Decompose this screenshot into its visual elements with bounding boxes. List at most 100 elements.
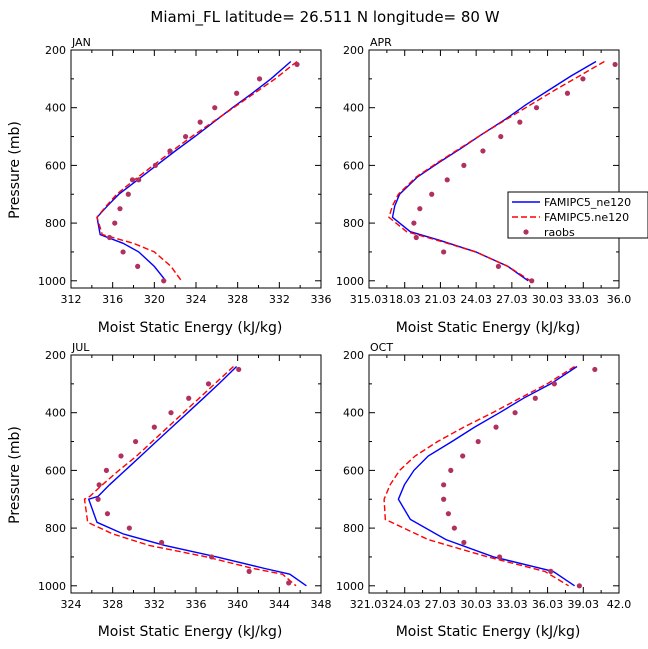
xtick-label: 36.0 xyxy=(607,293,632,306)
xtick-label: 320 xyxy=(144,293,165,306)
xtick-label: 27.03 xyxy=(496,293,528,306)
raobs-point xyxy=(96,482,102,488)
raobs-point xyxy=(161,278,167,284)
raobs-point xyxy=(159,539,165,546)
raobs-point xyxy=(445,511,452,517)
ytick-label: 800 xyxy=(343,217,364,230)
ytick-label: 1000 xyxy=(38,275,66,288)
xtick-label: 332 xyxy=(144,598,165,611)
raobs-point xyxy=(529,278,535,284)
raobs-point xyxy=(493,424,499,430)
raobs-point xyxy=(197,119,203,125)
raobs-point xyxy=(451,525,457,531)
xtick-label: 18.03 xyxy=(389,293,421,306)
raobs-point xyxy=(564,90,571,96)
raobs-point xyxy=(112,220,118,226)
raobs-point xyxy=(413,234,419,241)
raobs-point xyxy=(126,525,132,531)
raobs-point xyxy=(168,410,174,416)
legend-box xyxy=(507,191,648,239)
raobs-point xyxy=(117,206,123,212)
series-line-dashed xyxy=(383,365,575,587)
series-line-dashed xyxy=(96,60,298,282)
raobs-point xyxy=(234,90,240,96)
xtick-label: 27.03 xyxy=(425,598,457,611)
xtick-label: 328 xyxy=(227,293,248,306)
ytick-label: 200 xyxy=(343,44,364,57)
raobs-point xyxy=(548,568,554,574)
series-line-solid xyxy=(96,60,292,282)
xtick-label: 332 xyxy=(269,293,290,306)
raobs-point xyxy=(246,568,252,574)
raobs-point xyxy=(256,76,263,82)
raobs-point xyxy=(580,76,586,82)
raobs-point xyxy=(461,162,467,168)
series-line-solid xyxy=(87,365,307,587)
series-line-solid xyxy=(397,365,578,587)
xtick-label: 24.03 xyxy=(389,598,421,611)
legend-label: raobs xyxy=(544,226,575,239)
raobs-point xyxy=(286,580,292,586)
raobs-point xyxy=(118,453,124,459)
raobs-point xyxy=(106,234,113,241)
panel-jul: JUL 200 400 600 800 1000 324 328 332 336 340 344 348 xyxy=(38,341,332,611)
raobs-point xyxy=(612,61,618,68)
raobs-point xyxy=(461,539,467,546)
raobs-point xyxy=(444,177,450,183)
xtick-label: 312 xyxy=(61,293,82,306)
raobs-point xyxy=(152,162,158,168)
xlabel-right-bottom: Moist Static Energy (kJ/kg) xyxy=(396,624,581,640)
ytick-label: 400 xyxy=(45,102,66,115)
xtick-label: 30.03 xyxy=(460,598,492,611)
raobs-point xyxy=(125,191,131,197)
raobs-point xyxy=(475,438,481,445)
raobs-point xyxy=(441,482,447,488)
ytick-label: 400 xyxy=(45,407,66,420)
raobs-point xyxy=(104,511,111,517)
xtick-label: 39.03 xyxy=(568,598,600,611)
raobs-point xyxy=(120,249,126,255)
series-line-dashed xyxy=(388,60,605,282)
plot-frame xyxy=(70,354,322,594)
raobs-point xyxy=(576,583,582,589)
raobs-point xyxy=(411,220,417,226)
raobs-point xyxy=(498,133,504,140)
xtick-label: 336 xyxy=(186,598,207,611)
figure-title: Miami_FL latitude= 26.511 N longitude= 8… xyxy=(150,8,499,27)
plot-frame xyxy=(368,49,620,289)
ylabel-bottom: Pressure (mb) xyxy=(7,426,23,524)
ytick-label: 800 xyxy=(343,522,364,535)
xtick-label: 344 xyxy=(269,598,290,611)
xtick-label: 336 xyxy=(311,293,332,306)
xtick-label: 33.03 xyxy=(496,598,528,611)
panel-title: JUL xyxy=(71,341,90,354)
raobs-point xyxy=(135,263,141,269)
xlabel-right-top: Moist Static Energy (kJ/kg) xyxy=(396,320,581,336)
panel-apr: APR 200 400 600 800 1000 315.03 18.03 21.03 24.03… xyxy=(336,36,631,306)
legend-marker xyxy=(523,229,529,235)
panel-oct: OCT 200 400 600 800 1000 321.03 24.03 27.03 30.03… xyxy=(336,341,631,611)
xlabel-left-bottom: Moist Static Energy (kJ/kg) xyxy=(98,624,283,640)
ytick-label: 200 xyxy=(45,349,66,362)
xtick-label: 315.03 xyxy=(350,293,389,306)
xtick-label: 348 xyxy=(311,598,332,611)
ytick-label: 800 xyxy=(45,522,66,535)
xtick-label: 328 xyxy=(102,598,123,611)
plot-data xyxy=(383,365,598,589)
raobs-point xyxy=(532,395,538,401)
ytick-label: 400 xyxy=(343,407,364,420)
raobs-point xyxy=(460,453,466,459)
xtick-label: 24.03 xyxy=(460,293,492,306)
legend: FAMIPC5_ne120 FAMIPC5.ne120 raobs xyxy=(507,191,648,239)
ytick-label: 1000 xyxy=(38,580,66,593)
plot-data xyxy=(388,60,618,284)
xtick-label: 21.03 xyxy=(425,293,457,306)
xtick-label: 321.03 xyxy=(350,598,389,611)
plot-data xyxy=(96,60,300,284)
legend-label: FAMIPC5_ne120 xyxy=(544,196,631,209)
raobs-point xyxy=(417,206,423,212)
raobs-point xyxy=(95,496,101,502)
raobs-point xyxy=(212,105,218,111)
panel-jan: JAN 200 400 600 800 1000 312 316 320 324 328 332 336 xyxy=(38,36,332,306)
